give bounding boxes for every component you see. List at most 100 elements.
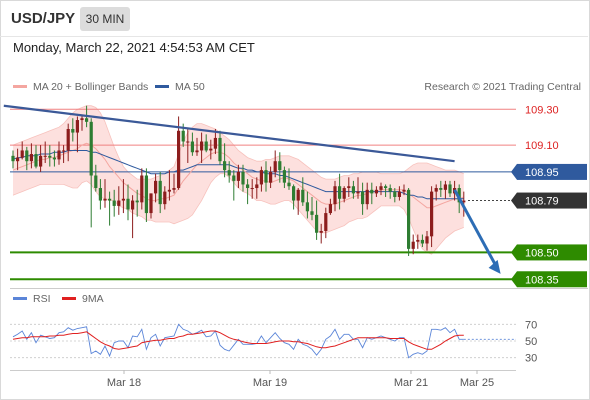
candle-body (135, 200, 139, 203)
rsi-axis-label: 50 (525, 336, 537, 348)
candle (370, 182, 374, 205)
candle (48, 145, 52, 167)
candle-body (94, 175, 98, 189)
candle (177, 116, 181, 190)
time-axis-label: Mar 19 (253, 377, 287, 389)
candle-body (319, 230, 323, 233)
candle (80, 114, 84, 131)
candle-body (126, 198, 130, 210)
candle (39, 145, 43, 172)
candle-body (181, 130, 185, 142)
candle-body (259, 170, 263, 185)
candle (71, 118, 75, 142)
candle-body (370, 189, 374, 194)
rsi-axis-label: 70 (525, 319, 537, 331)
rsi-ma-legend-label: 9MA (82, 293, 104, 305)
timestamp: Monday, March 22, 2021 4:54:53 AM CET (13, 40, 255, 55)
ma50-legend-swatch (155, 85, 169, 88)
candle-body (85, 118, 89, 122)
time-axis: Mar 18 Mar 19 Mar 21 Mar 25 (107, 370, 494, 389)
chart-header: USD/JPY 30 MIN (0, 0, 588, 36)
candle-body (250, 188, 254, 190)
resistance-trendline (3, 104, 455, 163)
candle (338, 173, 342, 210)
candle (11, 150, 15, 169)
candle (75, 116, 79, 153)
candle-body (117, 200, 121, 206)
candle (416, 234, 420, 249)
pivot-label-pointer (511, 163, 517, 180)
candle (167, 170, 171, 201)
candle (29, 143, 33, 169)
candle-body (434, 188, 438, 192)
candle (236, 164, 240, 189)
candle (195, 137, 199, 156)
candle (379, 182, 383, 196)
candle-body (416, 239, 420, 242)
candle (246, 179, 250, 205)
candle-body (443, 184, 447, 190)
candle (140, 168, 144, 210)
candle (328, 198, 332, 215)
candle-body (29, 154, 33, 162)
candle-body (213, 137, 217, 149)
candle (430, 186, 434, 248)
candle-body (324, 213, 328, 231)
candle-body (273, 161, 277, 172)
bollinger-legend-label: MA 20 + Bollinger Bands (33, 81, 148, 93)
candle-body (209, 148, 213, 151)
candle (448, 180, 452, 197)
candle-body (356, 191, 360, 194)
candle (402, 184, 406, 196)
candle-body (305, 202, 309, 212)
candle (278, 152, 282, 183)
candle-body (71, 128, 75, 133)
candle (255, 177, 259, 199)
candle-body (25, 150, 29, 162)
candle (126, 184, 130, 221)
current-price-level-label: 108.79 (525, 196, 559, 208)
candle (108, 191, 112, 226)
candle (190, 132, 194, 156)
candle (89, 118, 93, 228)
candle-body (149, 193, 153, 214)
candle (384, 184, 388, 197)
candle (103, 179, 107, 208)
candle-body (347, 186, 351, 189)
candle (310, 196, 314, 221)
candle (282, 166, 286, 189)
candle-body (351, 186, 355, 194)
candle-body (292, 186, 296, 201)
candle-body (108, 198, 112, 201)
candle (269, 166, 273, 189)
candle (20, 141, 24, 160)
candle (62, 145, 66, 163)
candle-body (195, 150, 199, 153)
candle (388, 184, 392, 199)
candle-body (140, 175, 144, 203)
candle-body (121, 198, 125, 201)
candle (154, 173, 158, 203)
candle (361, 182, 365, 215)
candle-body (255, 184, 259, 189)
resistance-level-label: 109.10 (525, 140, 559, 152)
rsi-axis-label: 30 (525, 353, 537, 365)
candle (305, 191, 309, 219)
candle-body (425, 236, 429, 244)
candle-body (328, 204, 332, 214)
candle-body (278, 161, 282, 171)
current-price-label-pointer (511, 192, 517, 209)
candle-body (269, 171, 273, 183)
ma50-legend-label: MA 50 (175, 81, 205, 93)
candle (425, 230, 429, 251)
candle (397, 186, 401, 201)
candle (43, 141, 47, 163)
candle (250, 179, 254, 199)
candle (407, 188, 411, 257)
candle (135, 189, 139, 217)
timeframe-button[interactable]: 30 MIN (80, 7, 130, 31)
pivot-label-box (517, 163, 587, 180)
current-price-label-box (517, 192, 587, 209)
candle-body (393, 191, 397, 197)
